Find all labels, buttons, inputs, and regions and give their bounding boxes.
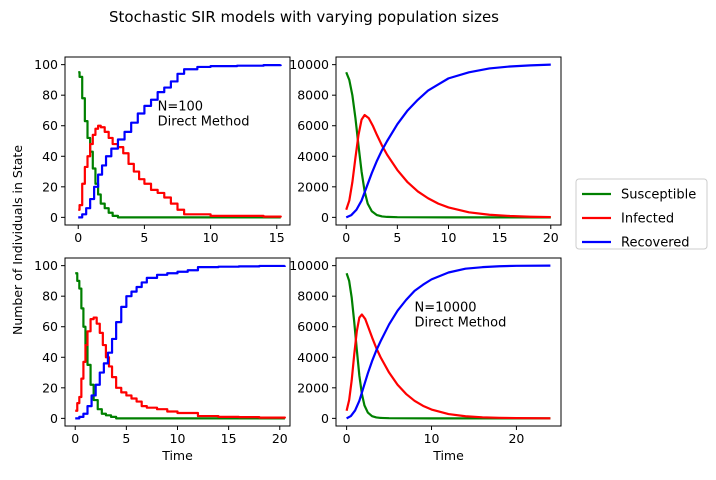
x-tick-label: 10 — [424, 431, 440, 446]
series-line-recovered — [345, 63, 551, 219]
series-line-infected — [345, 113, 551, 219]
y-tick-label: 0 — [321, 411, 329, 426]
y-tick-label: 40 — [42, 350, 58, 365]
series-line-recovered — [346, 264, 551, 420]
x-tick-label: 10 — [203, 230, 219, 245]
y-tick-label: 20 — [42, 380, 58, 395]
x-tick-label: 15 — [221, 431, 237, 446]
legend-frame — [575, 178, 708, 250]
x-tick-label: 15 — [492, 230, 508, 245]
series-line-infected — [75, 316, 286, 419]
x-tick-label: 20 — [543, 230, 559, 245]
y-tick-label: 20 — [42, 179, 58, 194]
series-line-recovered — [75, 264, 286, 420]
y-tick-label: 100 — [34, 57, 58, 72]
y-tick-label: 2000 — [297, 380, 329, 395]
y-tick-label: 2000 — [297, 179, 329, 194]
x-tick-label: 5 — [122, 431, 130, 446]
y-tick-label: 4000 — [297, 149, 329, 164]
panel-annotation: Direct Method — [158, 115, 250, 130]
axes-frame — [335, 56, 562, 226]
y-tick-label: 60 — [42, 118, 58, 133]
panel-bottom-right: 0 10 20 0 2000 4000 6000 8000 10000 Time N=10000Di… — [289, 257, 562, 463]
series-line-infected — [345, 313, 551, 420]
series-line-infected — [78, 124, 282, 218]
series-line-recovered — [78, 63, 282, 219]
y-tick-label: 8000 — [297, 289, 329, 304]
figure-title: Stochastic SIR models with varying popul… — [109, 8, 499, 26]
legend-label-recovered: Recovered — [621, 236, 690, 251]
x-tick-label: 20 — [272, 431, 288, 446]
series-line-susceptible — [75, 272, 285, 420]
y-tick-label: 80 — [42, 289, 58, 304]
y-tick-label: 8000 — [297, 88, 329, 103]
axes-frame — [64, 56, 291, 226]
y-tick-label: 10000 — [289, 258, 329, 273]
x-axis-label: Time — [161, 448, 193, 463]
panel-annotation: N=10000 — [415, 301, 477, 316]
legend-label-infected: Infected — [621, 212, 674, 227]
panel-annotation: N=100 — [158, 100, 203, 115]
x-tick-label: 0 — [74, 230, 82, 245]
series-line-susceptible — [345, 272, 551, 420]
series-line-susceptible — [345, 71, 551, 219]
y-tick-label: 10000 — [289, 57, 329, 72]
series-line-susceptible — [78, 71, 281, 219]
x-tick-label: 0 — [342, 230, 350, 245]
x-tick-label: 0 — [71, 431, 79, 446]
panel-annotation: Direct Method — [415, 316, 507, 331]
y-tick-label: 40 — [42, 149, 58, 164]
x-tick-label: 15 — [269, 230, 285, 245]
y-axis-label: Number of Individuals in State — [10, 145, 25, 335]
panel-bottom-left: 0 5 10 15 20 0 20 40 60 80 100 Time — [34, 257, 291, 463]
x-tick-label: 0 — [343, 431, 351, 446]
y-tick-label: 4000 — [297, 350, 329, 365]
x-tick-label: 20 — [508, 431, 524, 446]
y-tick-label: 100 — [34, 258, 58, 273]
x-tick-label: 5 — [393, 230, 401, 245]
y-tick-label: 0 — [50, 210, 58, 225]
y-tick-label: 60 — [42, 319, 58, 334]
x-tick-label: 5 — [140, 230, 148, 245]
y-tick-label: 6000 — [297, 319, 329, 334]
y-tick-label: 0 — [321, 210, 329, 225]
x-tick-label: 10 — [170, 431, 186, 446]
axes-frame — [335, 257, 562, 427]
panel-top-right: 0 5 10 15 20 0 2000 4000 6000 8000 10000 — [289, 56, 562, 245]
y-tick-label: 80 — [42, 88, 58, 103]
y-tick-label: 6000 — [297, 118, 329, 133]
legend-label-susceptible: Susceptible — [621, 188, 696, 203]
y-tick-label: 0 — [50, 411, 58, 426]
legend: Susceptible Infected Recovered — [575, 178, 708, 251]
x-tick-label: 10 — [441, 230, 457, 245]
x-axis-label: Time — [432, 448, 464, 463]
